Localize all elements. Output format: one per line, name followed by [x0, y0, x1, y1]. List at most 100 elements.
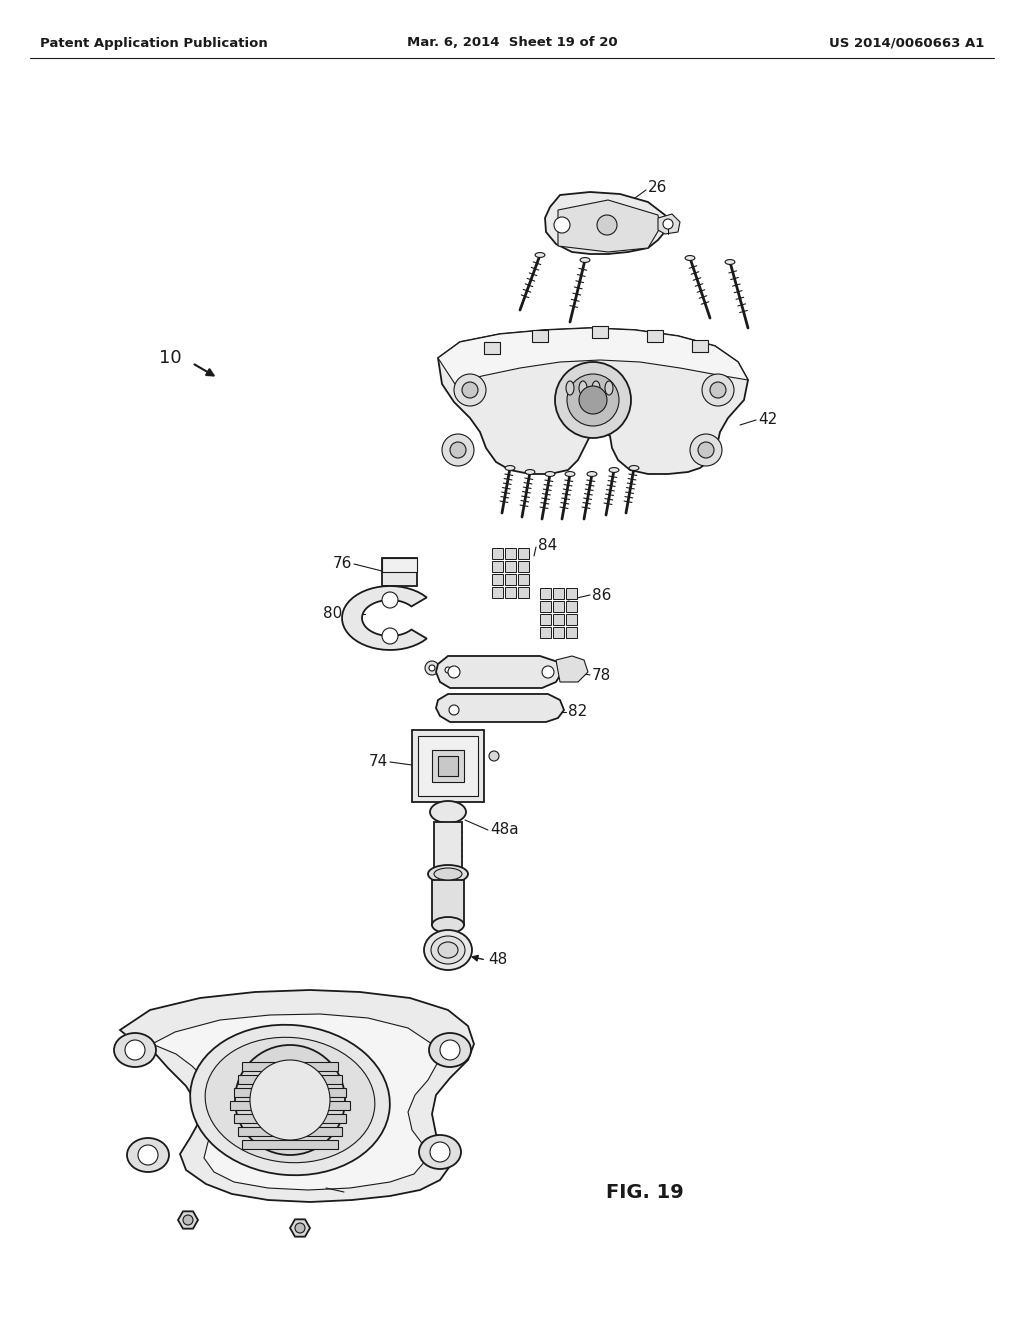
Circle shape [125, 1040, 145, 1060]
Bar [418, 737, 478, 796]
Text: 44: 44 [346, 1184, 366, 1200]
Text: 76: 76 [333, 557, 352, 572]
Circle shape [702, 374, 734, 407]
Bar [553, 614, 564, 624]
Polygon shape [438, 327, 748, 474]
Polygon shape [658, 214, 680, 234]
Bar [518, 587, 529, 598]
Bar [505, 548, 516, 558]
Ellipse shape [685, 256, 695, 260]
Polygon shape [438, 327, 748, 384]
Circle shape [489, 751, 499, 762]
Ellipse shape [114, 1034, 156, 1067]
Circle shape [382, 591, 398, 609]
Bar [234, 1088, 346, 1097]
Polygon shape [120, 990, 474, 1203]
Ellipse shape [428, 865, 468, 883]
Bar [238, 1127, 342, 1137]
Text: 48: 48 [488, 953, 507, 968]
Text: FIG. 19: FIG. 19 [606, 1183, 684, 1201]
Bar [230, 1101, 350, 1110]
Bar [492, 587, 503, 598]
Bar [492, 574, 503, 585]
Circle shape [442, 434, 474, 466]
Ellipse shape [431, 936, 465, 964]
Text: 10: 10 [160, 348, 182, 367]
Bar [518, 574, 529, 585]
Circle shape [449, 667, 460, 678]
Bar [382, 558, 417, 572]
Text: 80: 80 [323, 606, 342, 622]
Ellipse shape [429, 1034, 471, 1067]
Ellipse shape [579, 381, 587, 395]
Ellipse shape [545, 471, 555, 477]
Ellipse shape [565, 471, 574, 477]
Ellipse shape [536, 252, 545, 257]
Ellipse shape [592, 381, 600, 395]
Circle shape [462, 381, 478, 399]
Bar [518, 561, 529, 572]
Circle shape [445, 667, 451, 673]
Bar [566, 587, 577, 599]
Bar [438, 756, 458, 776]
Bar [553, 587, 564, 599]
Bar [566, 627, 577, 638]
Bar [518, 548, 529, 558]
Text: 86: 86 [592, 587, 611, 602]
Polygon shape [342, 586, 427, 649]
Ellipse shape [629, 466, 639, 470]
Circle shape [425, 661, 439, 675]
Circle shape [250, 1060, 330, 1140]
Bar [242, 1140, 338, 1148]
Bar [540, 587, 551, 599]
Ellipse shape [581, 257, 590, 263]
Text: 78: 78 [592, 668, 611, 682]
Ellipse shape [725, 260, 735, 264]
Circle shape [698, 442, 714, 458]
Circle shape [430, 1142, 450, 1162]
Ellipse shape [505, 466, 515, 470]
Text: Patent Application Publication: Patent Application Publication [40, 37, 267, 49]
Bar [382, 558, 417, 586]
Circle shape [454, 374, 486, 407]
Polygon shape [152, 1014, 438, 1191]
Circle shape [555, 362, 631, 438]
Bar [492, 548, 503, 558]
Bar [505, 587, 516, 598]
Bar [432, 750, 464, 781]
Bar [505, 574, 516, 585]
Ellipse shape [430, 801, 466, 822]
Bar [647, 330, 663, 342]
Circle shape [450, 442, 466, 458]
Text: 82: 82 [568, 705, 587, 719]
Bar [484, 342, 500, 354]
Circle shape [579, 385, 607, 414]
Ellipse shape [419, 1135, 461, 1170]
Circle shape [710, 381, 726, 399]
Circle shape [429, 665, 435, 671]
Circle shape [234, 1045, 345, 1155]
Polygon shape [290, 1220, 310, 1237]
Polygon shape [558, 201, 660, 252]
Circle shape [183, 1214, 193, 1225]
Bar [553, 627, 564, 638]
Circle shape [542, 667, 554, 678]
Text: US 2014/0060663 A1: US 2014/0060663 A1 [828, 37, 984, 49]
Circle shape [690, 434, 722, 466]
Bar [234, 1114, 346, 1123]
Ellipse shape [205, 1038, 375, 1163]
Bar [540, 614, 551, 624]
Ellipse shape [424, 931, 472, 970]
Polygon shape [436, 694, 564, 722]
Text: 26: 26 [648, 181, 668, 195]
Bar [566, 614, 577, 624]
Text: 42: 42 [758, 412, 777, 428]
Bar [592, 326, 608, 338]
Ellipse shape [566, 381, 574, 395]
Circle shape [597, 215, 617, 235]
Ellipse shape [432, 917, 464, 933]
Polygon shape [545, 191, 668, 253]
Bar [540, 627, 551, 638]
Bar [434, 822, 462, 873]
Bar [553, 601, 564, 612]
